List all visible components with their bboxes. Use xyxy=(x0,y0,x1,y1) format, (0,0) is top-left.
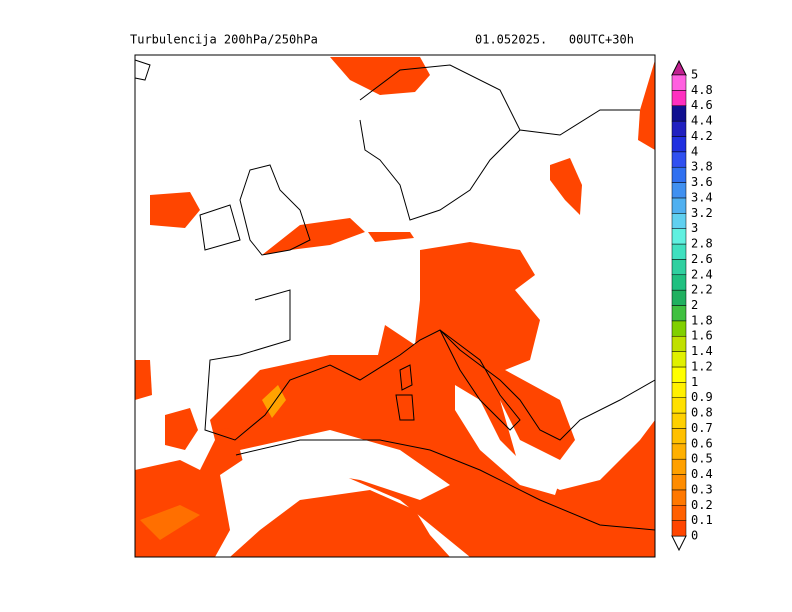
colorbar-label: 1 xyxy=(691,375,698,389)
colorbar: 0 0.10.2 0.30.40.5 0.60.70.8 0.91 1.21.41.6 1.… xyxy=(671,59,713,552)
colorbar-box xyxy=(671,412,687,429)
colorbar-label: 2.6 xyxy=(691,252,713,266)
colorbar-box xyxy=(671,366,687,383)
colorbar-box xyxy=(671,458,687,475)
turbulence-field xyxy=(135,57,655,557)
colorbar-under xyxy=(671,535,687,552)
colorbar-label: 1.6 xyxy=(691,329,713,343)
colorbar-box xyxy=(671,505,687,521)
colorbar-label: 0.3 xyxy=(691,482,713,496)
colorbar-label: 4 xyxy=(691,144,698,158)
colorbar-box xyxy=(671,136,687,153)
colorbar-label: 0 xyxy=(691,529,698,543)
colorbar-box xyxy=(671,274,687,291)
colorbar-label: 1.8 xyxy=(691,313,713,327)
colorbar-label: 1.2 xyxy=(691,359,713,373)
colorbar-box xyxy=(671,243,687,260)
colorbar-box xyxy=(671,474,687,491)
colorbar-label: 2.8 xyxy=(691,237,713,251)
colorbar-label: 2.4 xyxy=(691,267,713,281)
colorbar-box xyxy=(671,351,687,368)
colorbar-label: 0.6 xyxy=(691,436,713,450)
colorbar-label: 4.2 xyxy=(691,129,713,143)
valid-time: 01.052025. 00UTC+30h xyxy=(475,33,634,47)
colorbar-box xyxy=(671,90,687,106)
colorbar-box xyxy=(671,305,687,322)
colorbar-box xyxy=(671,120,687,137)
colorbar-label: 0.9 xyxy=(691,390,713,404)
colorbar-box xyxy=(671,182,687,199)
colorbar-box xyxy=(671,74,687,91)
colorbar-label: 2 xyxy=(691,298,698,312)
colorbar-box xyxy=(671,382,687,398)
colorbar-box xyxy=(671,259,687,276)
colorbar-label: 5 xyxy=(691,68,698,82)
colorbar-box xyxy=(671,151,687,168)
colorbar-label: 3 xyxy=(691,221,698,235)
colorbar-box xyxy=(671,289,687,306)
colorbar-box xyxy=(671,320,687,337)
colorbar-label: 0.7 xyxy=(691,421,713,435)
map-frame xyxy=(134,54,656,558)
colorbar-label: 3.6 xyxy=(691,175,713,189)
coastlines xyxy=(134,59,656,531)
colorbar-box xyxy=(671,428,687,445)
colorbar-label: 0.8 xyxy=(691,406,713,420)
colorbar-label: 3.2 xyxy=(691,206,713,220)
colorbar-label: 4.6 xyxy=(691,98,713,112)
colorbar-label: 4.4 xyxy=(691,114,713,128)
colorbar-label: 2.2 xyxy=(691,283,713,297)
title: Turbulencija 200hPa/250hPa xyxy=(130,33,318,47)
colorbar-box xyxy=(671,335,687,352)
colorbar-box xyxy=(671,520,687,537)
colorbar-label: 0.4 xyxy=(691,467,713,481)
colorbar-label: 1.4 xyxy=(691,344,713,358)
colorbar-label: 0.1 xyxy=(691,513,713,527)
colorbar-box xyxy=(671,228,687,245)
colorbar-over xyxy=(671,59,687,76)
colorbar-box xyxy=(671,166,687,183)
colorbar-box xyxy=(671,489,687,506)
colorbar-label: 4.8 xyxy=(691,83,713,97)
colorbar-box xyxy=(671,105,687,122)
colorbar-box xyxy=(671,443,687,460)
colorbar-box xyxy=(671,397,687,414)
colorbar-box xyxy=(671,213,687,229)
colorbar-label: 0.2 xyxy=(691,498,713,512)
colorbar-label: 3.8 xyxy=(691,160,713,174)
colorbar-label: 3.4 xyxy=(691,190,713,204)
colorbar-box xyxy=(671,197,687,214)
colorbar-label: 0.5 xyxy=(691,452,713,466)
